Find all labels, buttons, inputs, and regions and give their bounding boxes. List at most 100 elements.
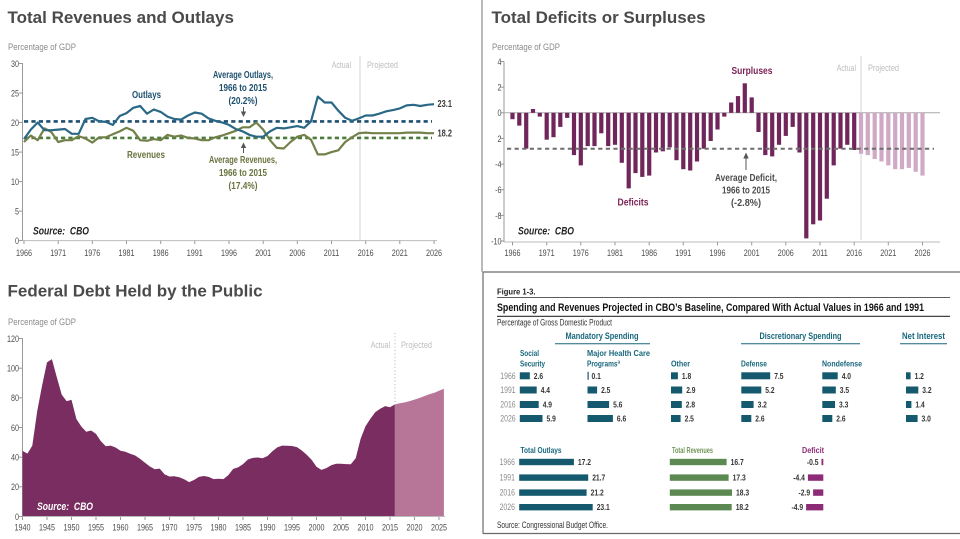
- svg-text:2006: 2006: [289, 248, 305, 258]
- svg-text:Outlays: Outlays: [132, 89, 161, 101]
- svg-text:1955: 1955: [88, 523, 104, 533]
- svg-text:0.1: 0.1: [592, 372, 602, 381]
- svg-text:5.6: 5.6: [613, 401, 623, 410]
- svg-text:1976: 1976: [573, 248, 589, 258]
- svg-text:3.2: 3.2: [922, 386, 932, 395]
- svg-text:-0.5: -0.5: [807, 458, 819, 467]
- svg-text:Nondefense: Nondefense: [822, 360, 863, 369]
- svg-text:Percentage of GDP: Percentage of GDP: [8, 42, 76, 53]
- svg-text:25: 25: [11, 88, 19, 98]
- svg-text:23.1: 23.1: [597, 503, 610, 512]
- svg-text:7.5: 7.5: [774, 372, 784, 381]
- svg-text:2001: 2001: [255, 248, 271, 258]
- svg-text:1970: 1970: [162, 523, 178, 533]
- svg-text:2.6: 2.6: [755, 415, 765, 424]
- svg-text:1966: 1966: [505, 248, 521, 258]
- svg-text:Programsª: Programsª: [587, 360, 620, 369]
- svg-text:Percentage of Gross Domestic P: Percentage of Gross Domestic Product: [497, 318, 612, 328]
- svg-text:Actual: Actual: [837, 63, 856, 74]
- svg-text:Total Deficits or Surpluses: Total Deficits or Surpluses: [492, 8, 706, 27]
- svg-text:(17.4%): (17.4%): [229, 181, 258, 192]
- svg-text:80: 80: [11, 393, 19, 403]
- svg-text:2006: 2006: [778, 248, 794, 258]
- svg-text:1945: 1945: [39, 523, 55, 533]
- svg-text:-6: -6: [495, 185, 501, 195]
- svg-text:2016: 2016: [358, 248, 374, 258]
- svg-text:1991: 1991: [500, 385, 515, 395]
- svg-text:Source: CBO: Source: CBO: [37, 501, 93, 513]
- svg-text:1985: 1985: [235, 523, 251, 533]
- svg-text:2016: 2016: [500, 488, 515, 498]
- svg-text:20: 20: [11, 482, 19, 492]
- svg-text:2001: 2001: [744, 248, 760, 258]
- svg-text:Average Outlays,: Average Outlays,: [213, 70, 273, 81]
- svg-text:2: 2: [498, 83, 502, 93]
- svg-text:Surpluses: Surpluses: [732, 65, 773, 77]
- svg-text:1986: 1986: [641, 248, 657, 258]
- svg-text:2020: 2020: [407, 523, 423, 533]
- svg-text:1.2: 1.2: [915, 372, 925, 381]
- svg-text:2026: 2026: [500, 414, 515, 424]
- svg-text:2011: 2011: [812, 248, 827, 258]
- svg-text:1991: 1991: [675, 248, 691, 258]
- svg-text:2000: 2000: [309, 523, 325, 533]
- svg-text:Average Deficit,: Average Deficit,: [715, 173, 777, 184]
- svg-text:1960: 1960: [113, 523, 129, 533]
- svg-text:1966: 1966: [16, 248, 32, 258]
- svg-text:3.5: 3.5: [840, 386, 850, 395]
- svg-text:1980: 1980: [211, 523, 227, 533]
- svg-text:1976: 1976: [84, 248, 100, 258]
- svg-text:Social: Social: [520, 349, 539, 358]
- svg-text:2.6: 2.6: [836, 415, 846, 424]
- svg-text:Deficit: Deficit: [802, 446, 824, 455]
- svg-text:1966: 1966: [500, 457, 515, 467]
- svg-text:1990: 1990: [260, 523, 276, 533]
- svg-text:-4: -4: [495, 160, 501, 170]
- svg-text:3.2: 3.2: [758, 401, 768, 410]
- svg-text:Projected: Projected: [868, 63, 899, 74]
- svg-text:Projected: Projected: [401, 340, 432, 351]
- svg-text:17.3: 17.3: [733, 474, 746, 483]
- svg-text:18.3: 18.3: [736, 489, 749, 498]
- svg-text:16.7: 16.7: [731, 458, 744, 467]
- svg-text:Mandatory Spending: Mandatory Spending: [566, 331, 639, 341]
- svg-text:1995: 1995: [284, 523, 300, 533]
- svg-text:2010: 2010: [358, 523, 374, 533]
- svg-text:Federal Debt Held by the Publi: Federal Debt Held by the Public: [8, 282, 263, 301]
- svg-text:2.5: 2.5: [685, 415, 695, 424]
- svg-text:2016: 2016: [500, 400, 515, 410]
- svg-text:4.0: 4.0: [842, 372, 852, 381]
- svg-text:(-2.8%): (-2.8%): [731, 198, 761, 209]
- svg-text:18.2: 18.2: [736, 503, 749, 512]
- svg-text:1981: 1981: [119, 248, 135, 258]
- svg-text:1986: 1986: [153, 248, 169, 258]
- svg-text:30: 30: [11, 59, 19, 69]
- svg-text:1950: 1950: [64, 523, 80, 533]
- svg-text:Defense: Defense: [741, 360, 768, 369]
- svg-text:Figure 1-3.: Figure 1-3.: [497, 287, 536, 297]
- svg-text:2026: 2026: [915, 248, 931, 258]
- svg-text:20: 20: [11, 118, 19, 128]
- svg-text:Total Outlays: Total Outlays: [521, 446, 562, 455]
- svg-text:Projected: Projected: [367, 60, 398, 71]
- svg-text:-8: -8: [495, 211, 501, 221]
- svg-text:2.6: 2.6: [534, 372, 544, 381]
- svg-text:Source: CBO: Source: CBO: [518, 226, 574, 238]
- svg-text:100: 100: [7, 364, 19, 374]
- svg-text:5: 5: [15, 207, 19, 217]
- svg-text:2021: 2021: [392, 248, 408, 258]
- svg-text:0: 0: [498, 108, 502, 118]
- svg-text:Percentage of GDP: Percentage of GDP: [8, 317, 76, 328]
- svg-text:60: 60: [11, 423, 19, 433]
- svg-text:2021: 2021: [880, 248, 896, 258]
- svg-text:Total Revenues: Total Revenues: [672, 446, 713, 455]
- svg-text:4.4: 4.4: [541, 386, 551, 395]
- svg-text:4: 4: [498, 57, 502, 67]
- svg-text:40: 40: [11, 453, 19, 463]
- svg-text:Net Interest: Net Interest: [902, 331, 945, 341]
- svg-text:1966 to 2015: 1966 to 2015: [722, 186, 770, 197]
- svg-text:120: 120: [7, 334, 19, 344]
- svg-text:1971: 1971: [539, 248, 555, 258]
- svg-text:1.4: 1.4: [915, 401, 925, 410]
- svg-text:1991: 1991: [187, 248, 203, 258]
